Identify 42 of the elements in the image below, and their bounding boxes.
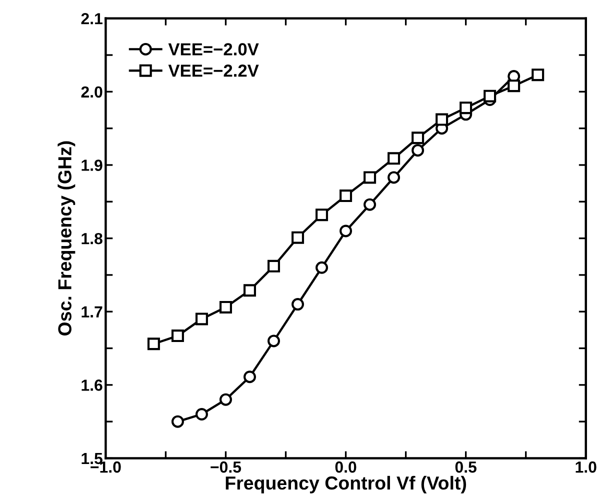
legend-label: VEE=−2.2V <box>168 64 259 77</box>
point <box>268 334 280 348</box>
point <box>292 231 304 244</box>
point <box>508 80 520 92</box>
point <box>340 190 352 202</box>
point <box>147 338 160 350</box>
point <box>292 298 304 311</box>
y-tick-label: 2.1 <box>81 13 102 24</box>
point <box>244 284 256 297</box>
x-tick-label: 1.0 <box>576 461 596 473</box>
point <box>484 90 496 102</box>
point <box>340 224 352 238</box>
y-tick-label: 1.8 <box>82 232 102 244</box>
x-tick-label: −0.5 <box>210 461 242 473</box>
x-tick-label: 0.0 <box>335 461 356 473</box>
y-tick-label: 1.7 <box>82 306 102 318</box>
point <box>316 208 328 222</box>
point <box>460 102 472 114</box>
point <box>388 152 400 165</box>
point <box>532 68 544 82</box>
point <box>219 300 232 314</box>
point <box>412 144 424 157</box>
point <box>388 171 400 184</box>
x-axis-title: Frequency Control Vf (Volt) <box>226 476 466 494</box>
point <box>195 312 208 326</box>
point <box>364 171 376 184</box>
y-axis-title: Osc. Frequency (GHz) <box>58 141 76 336</box>
legend-label: VEE=−2.0V <box>168 43 259 56</box>
point <box>412 132 424 144</box>
point <box>195 408 208 421</box>
x-tick-label: 0.5 <box>455 461 476 473</box>
point <box>171 415 184 428</box>
point <box>219 393 232 406</box>
point <box>316 261 328 274</box>
point <box>364 198 376 211</box>
point <box>268 260 280 272</box>
y-tick-label: 1.9 <box>82 160 102 171</box>
point <box>436 113 448 126</box>
y-tick-label: 1.6 <box>82 380 102 391</box>
point <box>171 330 184 342</box>
y-tick-label: 2.0 <box>81 86 102 98</box>
point <box>244 370 256 384</box>
